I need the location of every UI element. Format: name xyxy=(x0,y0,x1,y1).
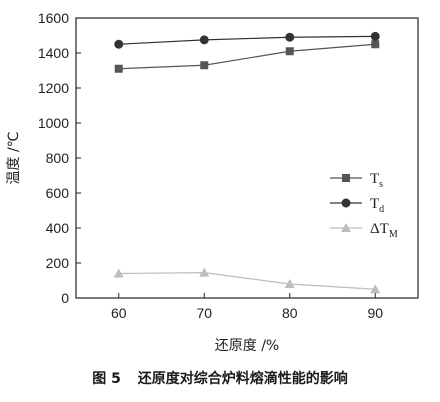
y-tick-label: 600 xyxy=(46,185,70,201)
x-tick-label: 70 xyxy=(196,305,212,321)
legend-marker xyxy=(341,198,351,208)
legend-marker xyxy=(341,223,351,232)
series-line-1 xyxy=(118,43,376,70)
series-2-point xyxy=(114,39,124,49)
legend-entry: ΔTM xyxy=(370,221,398,240)
plot-frame xyxy=(75,17,419,299)
series-2-point xyxy=(370,31,380,41)
series-3-point xyxy=(113,268,124,278)
series-3-point xyxy=(199,267,210,277)
x-tick-label: 90 xyxy=(367,305,383,321)
series-line-3 xyxy=(118,272,376,290)
series-line-2 xyxy=(118,35,376,45)
series-marks xyxy=(113,31,381,294)
chart: 0 200 400 600 800 1000 1200 1400 1600 60 70 80 90 Ts… xyxy=(6,10,419,354)
legend: Ts Td ΔTM xyxy=(330,171,398,240)
series-1-point xyxy=(114,64,123,73)
legend-marker xyxy=(342,174,350,182)
series-1-point xyxy=(285,47,294,56)
y-tick-label: 1000 xyxy=(38,115,69,131)
y-tick-label: 1600 xyxy=(38,10,69,26)
legend-entry: Td xyxy=(370,196,384,215)
y-tick-label: 0 xyxy=(61,290,69,306)
y-tick-label: 400 xyxy=(46,220,70,236)
y-tick-label: 1400 xyxy=(38,45,69,61)
series-2-point xyxy=(285,32,295,42)
y-tick-label: 200 xyxy=(46,255,70,271)
axes: 0 200 400 600 800 1000 1200 1400 1600 60 70 80 90 xyxy=(38,10,419,321)
x-tick-label: 80 xyxy=(282,305,298,321)
y-axis-label: 温度 /℃ xyxy=(6,132,22,185)
y-tick-label: 1200 xyxy=(38,80,69,96)
x-axis-label: 还原度 /% xyxy=(215,338,279,354)
figure-title: 还原度对综合炉料熔滴性能的影响 xyxy=(137,371,348,387)
series-1-point xyxy=(200,61,209,70)
series-3-point xyxy=(370,284,381,294)
figure-caption: 图 5 还原度对综合炉料熔滴性能的影响 xyxy=(0,368,440,388)
y-tick-label: 800 xyxy=(46,150,70,166)
series-3-point xyxy=(284,279,295,288)
figure-number: 图 5 xyxy=(92,371,121,387)
series-2-point xyxy=(199,35,209,45)
series-1-point xyxy=(371,40,380,49)
legend-entry: Ts xyxy=(370,171,383,190)
x-tick-label: 60 xyxy=(111,305,127,321)
